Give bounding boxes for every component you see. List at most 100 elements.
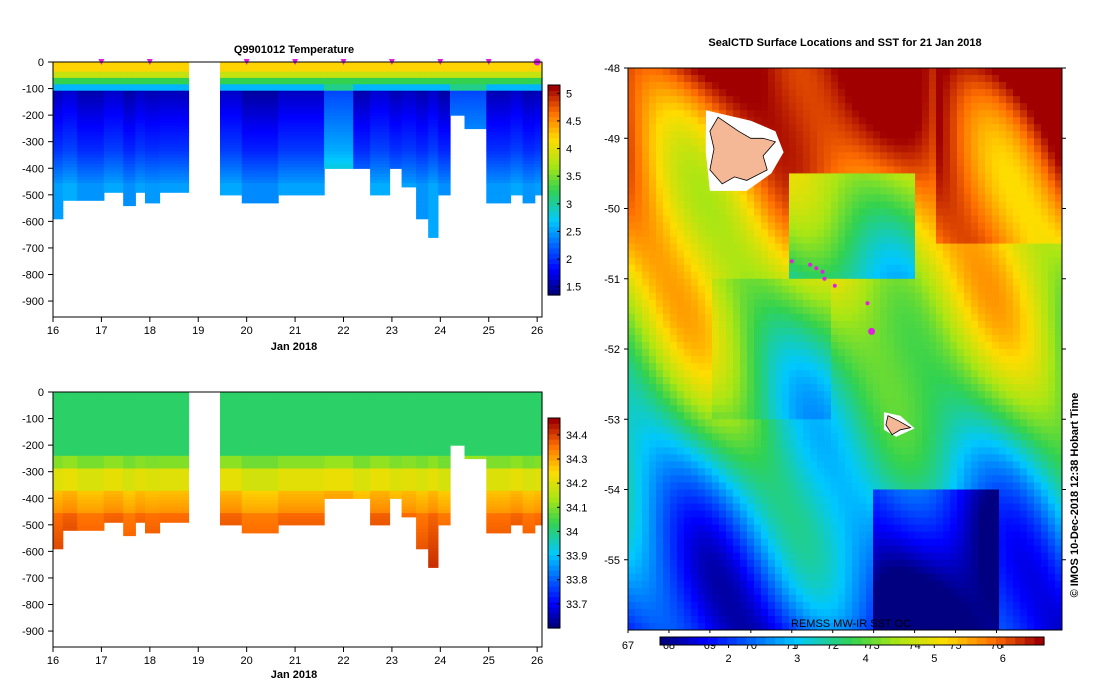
section-cell	[416, 132, 429, 136]
sst-cell	[649, 384, 657, 392]
section-cell	[428, 84, 439, 89]
sst-cell	[852, 103, 860, 111]
sst-cell	[859, 517, 867, 526]
section-cell	[241, 116, 279, 120]
section-cell	[510, 151, 524, 156]
sst-cell	[649, 587, 657, 596]
sst-cell	[817, 82, 825, 90]
section-cell	[62, 116, 78, 120]
sst-cell	[628, 152, 636, 160]
sst-cell	[768, 552, 776, 561]
section-cell	[145, 135, 161, 140]
section-cell	[278, 427, 325, 431]
section-cell	[522, 154, 536, 159]
section-cell	[53, 433, 64, 438]
section-cell	[522, 179, 536, 184]
section-cell	[486, 179, 512, 184]
sst-cell	[803, 489, 811, 498]
section-cell	[401, 452, 417, 457]
section-cell	[437, 119, 451, 124]
section-cell	[428, 478, 439, 482]
section-cell	[416, 535, 429, 540]
section-cell	[62, 449, 78, 454]
section-cell	[370, 414, 391, 419]
sst-cell	[747, 96, 755, 104]
sst-cell	[691, 475, 699, 484]
sst-cell	[852, 138, 860, 146]
section-cell	[123, 513, 136, 517]
section-cell	[510, 452, 524, 457]
colorbar-swatch	[548, 423, 560, 430]
sst-cell	[684, 236, 692, 245]
section-cell	[159, 462, 190, 466]
sst-cell	[719, 517, 727, 526]
sst-cell	[719, 433, 727, 441]
sst-cell	[670, 131, 678, 139]
section-cell	[437, 443, 451, 447]
sst-cell	[838, 271, 846, 280]
section-cell	[77, 84, 105, 89]
section-cell	[416, 468, 429, 473]
sst-cell	[642, 489, 650, 498]
section-cell	[401, 411, 417, 415]
sst-cell	[817, 623, 825, 630]
section-cell	[241, 192, 279, 197]
section-cell	[103, 106, 124, 111]
section-cell	[278, 478, 325, 482]
section-cell	[416, 179, 429, 184]
sst-cell	[712, 349, 720, 357]
sst-cell	[768, 419, 776, 427]
sst-cell	[775, 440, 783, 448]
section-cell	[416, 490, 429, 495]
section-cell	[522, 420, 536, 425]
sst-cell	[698, 447, 706, 456]
sst-cell	[782, 531, 790, 540]
sst-cell	[698, 236, 706, 245]
sst-cell	[740, 601, 748, 610]
section-cell	[278, 439, 325, 444]
sst-cell	[747, 573, 755, 582]
sst-cell	[628, 468, 636, 477]
section-cell	[278, 414, 325, 419]
section-cell	[220, 84, 243, 89]
section-cell	[437, 109, 451, 114]
sst-cell	[810, 391, 818, 399]
sst-cell	[789, 482, 797, 491]
section-cell	[324, 446, 354, 450]
section-cell	[241, 119, 279, 124]
section-cell	[241, 74, 279, 79]
sst-cell	[817, 363, 825, 371]
section-cell	[416, 401, 429, 406]
sst-cell	[649, 370, 657, 378]
section-cell	[450, 433, 466, 438]
sst-cell	[824, 243, 832, 252]
sst-cell	[817, 313, 825, 322]
section-cell	[53, 205, 64, 210]
section-cell	[534, 500, 543, 505]
section-cell	[510, 407, 524, 412]
sst-cell	[796, 608, 804, 617]
section-cell	[353, 106, 371, 111]
section-cell	[522, 135, 536, 140]
sst-cell	[810, 601, 818, 610]
sst-cell	[747, 103, 755, 111]
sst-cell	[775, 201, 783, 210]
section-cell	[370, 148, 391, 152]
sst-cell	[663, 103, 671, 111]
section-cell	[241, 458, 279, 463]
sst-cell	[677, 285, 685, 294]
sst-cell	[747, 616, 755, 624]
sst-cell	[677, 250, 685, 259]
sst-cell	[761, 349, 769, 357]
sst-cell	[859, 594, 867, 603]
section-cell	[437, 176, 451, 181]
sst-cell	[845, 426, 853, 434]
sst-cell	[642, 299, 650, 308]
sst-cell	[691, 545, 699, 554]
sst-cell	[838, 68, 846, 76]
sst-cell	[628, 349, 636, 357]
sst-cell	[677, 580, 685, 589]
sst-cell	[845, 201, 853, 210]
sst-cell	[754, 285, 762, 294]
section-cell	[53, 211, 64, 216]
